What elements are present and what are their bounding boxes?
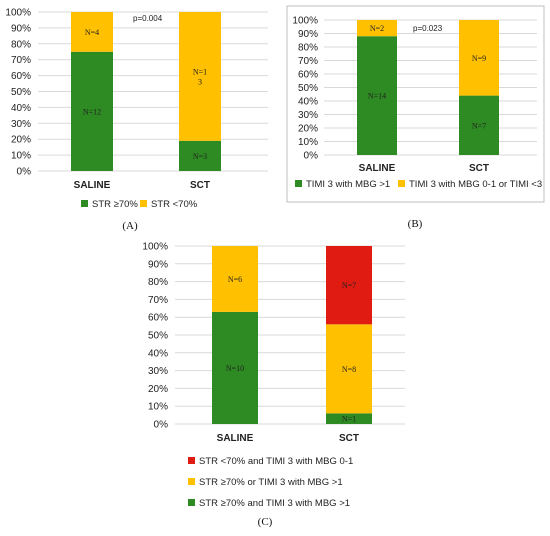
- data-label: 3: [198, 77, 202, 86]
- bar-segment-sct-0: [326, 413, 372, 424]
- y-tick-label: 30%: [298, 110, 318, 121]
- legend-label: STR <70%: [151, 199, 198, 210]
- x-tick-label: SALINE: [217, 433, 254, 444]
- y-tick-label: 10%: [298, 137, 318, 148]
- data-label: N=7: [342, 281, 356, 290]
- bar-segment-saline-0: [357, 36, 397, 156]
- y-tick-label: 40%: [11, 103, 31, 114]
- bar-segment-sct-0: [179, 140, 221, 171]
- data-label: N=9: [472, 54, 486, 63]
- panel-b-frame: [286, 5, 545, 203]
- legend-swatch: [188, 457, 195, 464]
- bar-segment-sct-1: [179, 12, 221, 141]
- data-label: N=4: [85, 28, 99, 37]
- chart-b: 0% 10% 20% 30% 40% 50% 60% 70% 80% 90% 100% N=14 N=2…: [292, 16, 542, 231]
- bar-segment-sct-1: [326, 324, 372, 414]
- y-tick-label: 80%: [148, 277, 168, 288]
- y-tick-label: 100%: [5, 8, 31, 19]
- y-tick-label: 80%: [298, 43, 318, 54]
- panel-label: (B): [408, 218, 423, 230]
- y-tick-label: 10%: [148, 402, 168, 413]
- bar-segment-saline-0: [71, 51, 113, 171]
- data-label: N=1: [193, 67, 207, 76]
- legend-label: STR <70% and TIMI 3 with MBG 0-1: [199, 456, 353, 467]
- data-label: N=3: [193, 152, 207, 161]
- legend-swatch: [188, 499, 195, 506]
- y-tick-label: 80%: [11, 39, 31, 50]
- panel-label: (A): [122, 220, 138, 232]
- legend-label: STR ≥70% and TIMI 3 with MBG >1: [199, 498, 350, 509]
- y-tick-label: 0%: [17, 167, 32, 178]
- y-tick-label: 90%: [148, 259, 168, 270]
- y-tick-label: 70%: [298, 56, 318, 67]
- y-tick-label: 0%: [304, 151, 319, 162]
- bar-segment-sct-1: [459, 20, 499, 96]
- legend-swatch: [398, 180, 405, 187]
- legend-label: TIMI 3 with MBG 0-1 or TIMI <3: [409, 179, 542, 190]
- legend-swatch: [81, 200, 88, 207]
- x-tick-label: SALINE: [359, 163, 396, 174]
- legend-swatch: [295, 180, 302, 187]
- data-label: N=1: [342, 415, 356, 424]
- data-label: N=14: [368, 92, 386, 101]
- x-tick-label: SCT: [469, 163, 489, 174]
- legend-label: TIMI 3 with MBG >1: [306, 179, 390, 190]
- y-tick-label: 20%: [11, 135, 31, 146]
- data-label: N=10: [226, 364, 244, 373]
- p-value-annotation: p=0.004: [133, 14, 163, 23]
- y-tick-label: 0%: [154, 420, 169, 431]
- bar-segment-saline-1: [357, 20, 397, 37]
- y-tick-label: 50%: [11, 87, 31, 98]
- data-label: N=2: [370, 24, 384, 33]
- bar-segment-sct-0: [459, 95, 499, 155]
- data-label: N=12: [83, 107, 101, 116]
- bar-segment-saline-1: [71, 12, 113, 52]
- panel-label: (C): [258, 516, 273, 528]
- chart-a: 0% 10% 20% 30% 40% 50% 60% 70% 80% 90% 100% N=12 N=4…: [5, 8, 268, 232]
- y-tick-label: 90%: [11, 23, 31, 34]
- y-tick-label: 60%: [148, 313, 168, 324]
- y-tick-label: 60%: [11, 71, 31, 82]
- x-tick-label: SCT: [339, 433, 359, 444]
- legend-label: STR ≥70%: [92, 199, 138, 210]
- y-tick-label: 60%: [298, 70, 318, 81]
- y-tick-label: 30%: [148, 366, 168, 377]
- y-tick-label: 50%: [148, 331, 168, 342]
- legend-swatch: [140, 200, 147, 207]
- y-tick-label: 20%: [298, 124, 318, 135]
- y-tick-label: 70%: [11, 55, 31, 66]
- legend-swatch: [188, 478, 195, 485]
- bar-segment-saline-0: [212, 311, 258, 424]
- y-tick-label: 10%: [11, 151, 31, 162]
- legend-label: STR ≥70% or TIMI 3 with MBG >1: [199, 477, 343, 488]
- y-tick-label: 90%: [298, 29, 318, 40]
- data-label: N=7: [472, 121, 486, 130]
- y-tick-label: 40%: [148, 348, 168, 359]
- y-tick-label: 30%: [11, 119, 31, 130]
- y-tick-label: 100%: [292, 16, 318, 27]
- y-tick-label: 40%: [298, 97, 318, 108]
- y-tick-label: 20%: [148, 384, 168, 395]
- data-label: N=8: [342, 365, 356, 374]
- bar-segment-saline-1: [212, 246, 258, 312]
- x-tick-label: SCT: [190, 180, 210, 191]
- y-tick-label: 70%: [148, 295, 168, 306]
- bar-segment-sct-2: [326, 246, 372, 325]
- data-label: N=6: [228, 275, 242, 284]
- y-tick-label: 100%: [142, 242, 168, 253]
- x-tick-label: SALINE: [74, 180, 111, 191]
- p-value-annotation: p=0.023: [413, 24, 443, 33]
- chart-c: 0% 10% 20% 30% 40% 50% 60% 70% 80% 90% 100% N=10 N=6…: [142, 242, 405, 528]
- y-tick-label: 50%: [298, 83, 318, 94]
